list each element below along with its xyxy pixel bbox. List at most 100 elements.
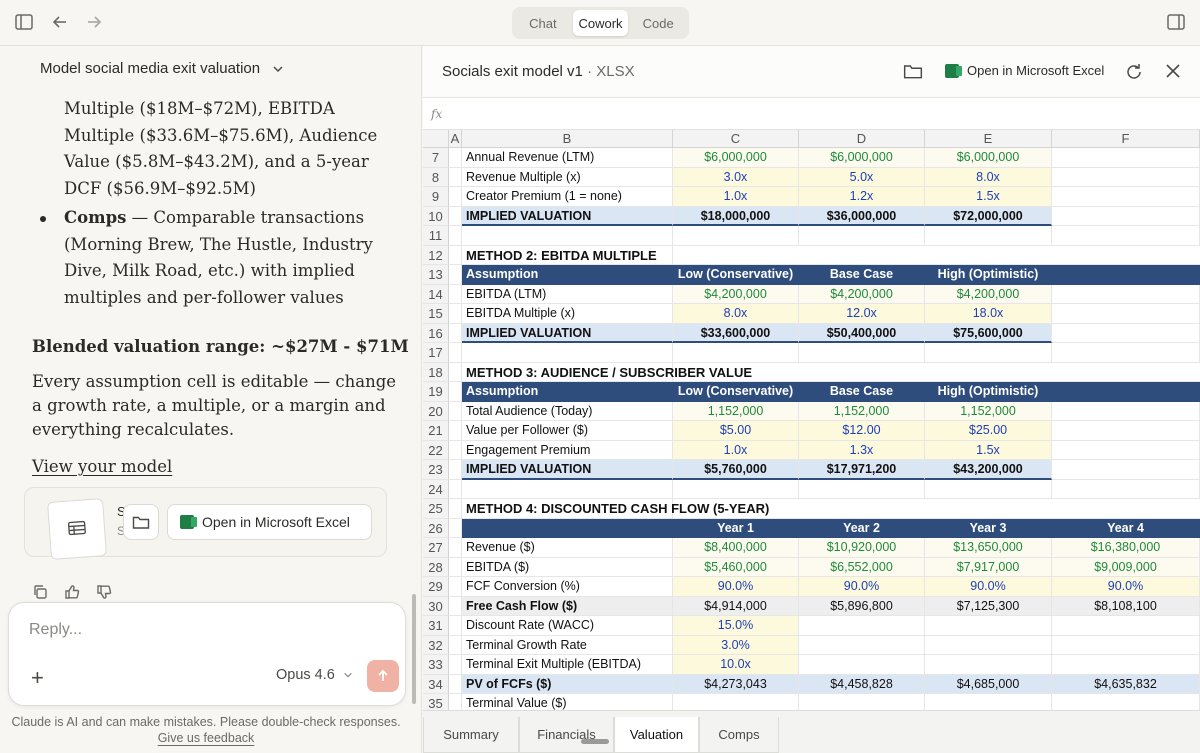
cell-c[interactable] bbox=[673, 363, 799, 382]
cell-a[interactable] bbox=[449, 304, 462, 324]
cell-e[interactable] bbox=[925, 694, 1052, 710]
folder-icon[interactable] bbox=[903, 62, 923, 85]
cell-e[interactable] bbox=[925, 616, 1052, 636]
cell-a[interactable] bbox=[449, 284, 462, 304]
cell-b[interactable]: Value per Follower ($) bbox=[462, 421, 673, 441]
cell-a[interactable] bbox=[449, 635, 462, 655]
cell-c[interactable]: 3.0x bbox=[673, 167, 799, 187]
cell-d[interactable]: 12.0x bbox=[799, 304, 925, 324]
cell-e[interactable] bbox=[925, 635, 1052, 655]
row-number[interactable]: 15 bbox=[423, 304, 449, 324]
cell-b[interactable]: Engagement Premium bbox=[462, 440, 673, 460]
cell-c[interactable]: 1.0x bbox=[673, 440, 799, 460]
cell-f[interactable] bbox=[1052, 304, 1200, 324]
forward-arrow-icon[interactable] bbox=[84, 12, 106, 34]
cell-b[interactable]: Free Cash Flow ($) bbox=[462, 596, 673, 616]
cell-c[interactable]: $18,000,000 bbox=[673, 206, 799, 226]
cell-e[interactable]: 1.5x bbox=[925, 440, 1052, 460]
cell-f[interactable] bbox=[1052, 148, 1200, 168]
cell-b[interactable]: Assumption bbox=[462, 382, 673, 402]
row-number[interactable]: 23 bbox=[423, 460, 449, 480]
cell-f[interactable] bbox=[1052, 206, 1200, 226]
cell-d[interactable] bbox=[799, 694, 925, 710]
cell-e[interactable]: 1.5x bbox=[925, 187, 1052, 207]
cell-f[interactable]: $9,009,000 bbox=[1052, 557, 1200, 577]
cell-f[interactable]: $8,108,100 bbox=[1052, 596, 1200, 616]
cell-c[interactable] bbox=[673, 246, 799, 265]
cell-e[interactable]: $4,685,000 bbox=[925, 674, 1052, 694]
cell-b[interactable]: Terminal Value ($) bbox=[462, 694, 673, 710]
cell-b[interactable]: IMPLIED VALUATION bbox=[462, 460, 673, 480]
cell-b[interactable] bbox=[462, 343, 673, 363]
cell-c[interactable]: $33,600,000 bbox=[673, 323, 799, 343]
cell-d[interactable]: Year 2 bbox=[799, 518, 925, 538]
cell-d[interactable] bbox=[799, 226, 925, 246]
cell-e[interactable]: 1,152,000 bbox=[925, 401, 1052, 421]
cell-d[interactable] bbox=[799, 499, 925, 519]
open-folder-button[interactable] bbox=[123, 504, 159, 540]
cell-f[interactable] bbox=[1052, 323, 1200, 343]
cell-e[interactable]: $7,917,000 bbox=[925, 557, 1052, 577]
row-number[interactable]: 18 bbox=[423, 362, 449, 382]
cell-d[interactable]: $12.00 bbox=[799, 421, 925, 441]
row-number[interactable]: 12 bbox=[423, 245, 449, 265]
cell-d[interactable]: 1,152,000 bbox=[799, 401, 925, 421]
column-header-a[interactable]: A bbox=[449, 130, 462, 148]
cell-d[interactable]: $4,200,000 bbox=[799, 284, 925, 304]
cell-d[interactable]: $36,000,000 bbox=[799, 206, 925, 226]
row-number[interactable]: 9 bbox=[423, 187, 449, 207]
cell-a[interactable] bbox=[449, 557, 462, 577]
cell-f[interactable] bbox=[1052, 343, 1200, 363]
row-number[interactable]: 25 bbox=[423, 499, 449, 519]
cell-d[interactable]: $6,552,000 bbox=[799, 557, 925, 577]
cell-d[interactable] bbox=[799, 655, 925, 675]
cell-f[interactable] bbox=[1052, 246, 1200, 265]
cell-b[interactable]: PV of FCFs ($) bbox=[462, 674, 673, 694]
cell-a[interactable] bbox=[449, 538, 462, 558]
row-number[interactable]: 22 bbox=[423, 440, 449, 460]
cell-b[interactable] bbox=[462, 518, 673, 538]
cell-a[interactable] bbox=[449, 323, 462, 343]
row-number[interactable]: 21 bbox=[423, 421, 449, 441]
cell-d[interactable]: 90.0% bbox=[799, 577, 925, 597]
cell-d[interactable]: $10,920,000 bbox=[799, 538, 925, 558]
cell-a[interactable] bbox=[449, 479, 462, 499]
row-number[interactable]: 35 bbox=[423, 694, 449, 710]
cell-a[interactable] bbox=[449, 343, 462, 363]
column-header-f[interactable]: F bbox=[1052, 130, 1200, 148]
cell-f[interactable] bbox=[1052, 460, 1200, 480]
cell-a[interactable] bbox=[449, 167, 462, 187]
chat-scrollbar[interactable] bbox=[412, 594, 416, 704]
cell-e[interactable] bbox=[925, 343, 1052, 363]
cell-d[interactable]: 5.0x bbox=[799, 167, 925, 187]
cell-a[interactable] bbox=[449, 674, 462, 694]
cell-d[interactable]: $50,400,000 bbox=[799, 323, 925, 343]
cell-f[interactable] bbox=[1052, 440, 1200, 460]
cell-d[interactable]: $4,458,828 bbox=[799, 674, 925, 694]
cell-d[interactable]: $17,971,200 bbox=[799, 460, 925, 480]
cell-b[interactable] bbox=[462, 226, 673, 246]
cell-d[interactable]: 1.2x bbox=[799, 187, 925, 207]
copy-icon[interactable] bbox=[32, 584, 48, 600]
cell-a[interactable] bbox=[449, 577, 462, 597]
cell-e[interactable]: Year 3 bbox=[925, 518, 1052, 538]
view-model-link[interactable]: View your model bbox=[32, 457, 173, 476]
row-number[interactable]: 26 bbox=[423, 518, 449, 538]
cell-e[interactable] bbox=[925, 655, 1052, 675]
cell-d[interactable]: $6,000,000 bbox=[799, 148, 925, 168]
cell-a[interactable] bbox=[449, 226, 462, 246]
row-number[interactable]: 8 bbox=[423, 167, 449, 187]
thumbs-down-icon[interactable] bbox=[96, 584, 112, 600]
cell-a[interactable] bbox=[449, 596, 462, 616]
cell-f[interactable] bbox=[1052, 284, 1200, 304]
cell-c[interactable] bbox=[673, 479, 799, 499]
cell-e[interactable]: $4,200,000 bbox=[925, 284, 1052, 304]
row-number[interactable]: 19 bbox=[423, 382, 449, 402]
column-header-d[interactable]: D bbox=[799, 130, 925, 148]
row-number[interactable]: 20 bbox=[423, 401, 449, 421]
cell-b[interactable]: EBITDA ($) bbox=[462, 557, 673, 577]
row-number[interactable]: 31 bbox=[423, 616, 449, 636]
cell-c[interactable] bbox=[673, 499, 799, 519]
cell-f[interactable]: $4,635,832 bbox=[1052, 674, 1200, 694]
cell-d[interactable]: 1.3x bbox=[799, 440, 925, 460]
